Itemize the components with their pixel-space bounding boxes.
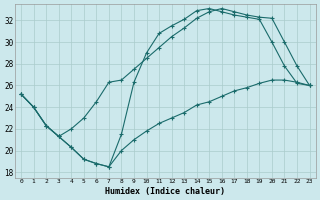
X-axis label: Humidex (Indice chaleur): Humidex (Indice chaleur) — [105, 187, 225, 196]
